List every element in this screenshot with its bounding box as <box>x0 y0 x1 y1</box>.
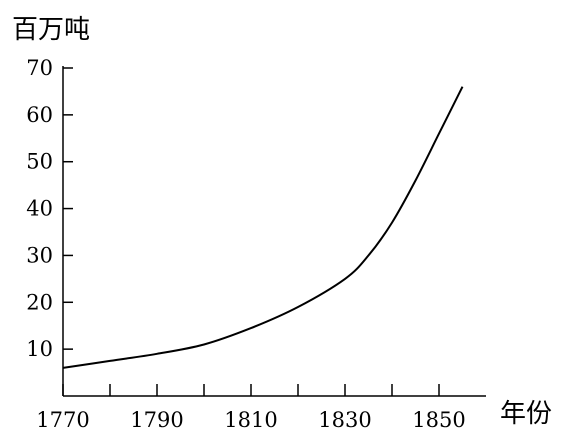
y-tick-label: 40 <box>26 197 53 221</box>
x-tick-label: 1770 <box>36 408 89 432</box>
x-axis-label: 年份 <box>500 399 552 429</box>
y-axis-label: 百万吨 <box>12 15 90 45</box>
x-tick-label: 1810 <box>224 408 277 432</box>
y-tick-label: 10 <box>26 337 53 361</box>
x-tick-label: 1790 <box>130 408 183 432</box>
y-tick-label: 70 <box>26 56 53 80</box>
x-tick-label: 1850 <box>412 408 465 432</box>
y-tick-label: 20 <box>26 290 53 314</box>
y-tick-label: 30 <box>26 243 53 267</box>
y-axis-ticks: 10 20 30 40 50 60 70 <box>26 56 73 361</box>
x-axis-ticks: 1770 1790 1810 1830 1850 <box>36 384 466 432</box>
y-tick-label: 50 <box>26 150 53 174</box>
series-line <box>62 86 464 369</box>
x-tick-label: 1830 <box>318 408 371 432</box>
y-tick-label: 60 <box>26 103 53 127</box>
